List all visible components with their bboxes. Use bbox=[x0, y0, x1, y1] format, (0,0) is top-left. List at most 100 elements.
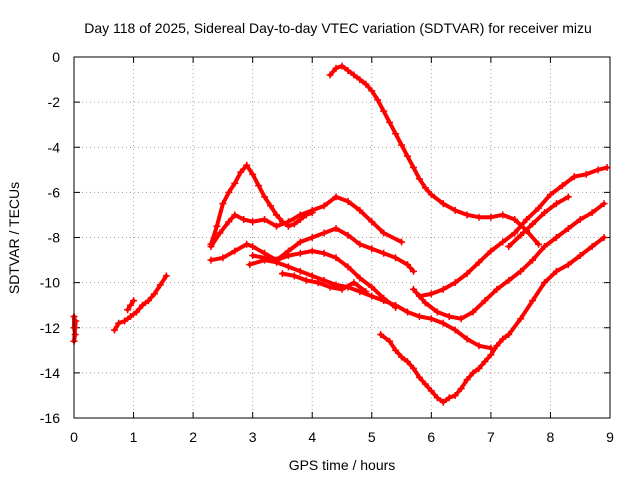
data-point bbox=[386, 337, 394, 345]
data-point bbox=[225, 188, 233, 196]
data-point bbox=[356, 206, 364, 214]
x-tick-label: 4 bbox=[308, 429, 316, 445]
data-point bbox=[207, 256, 215, 264]
data-point bbox=[320, 249, 328, 257]
data-point bbox=[213, 222, 221, 230]
data-point bbox=[594, 166, 602, 174]
data-point bbox=[469, 369, 477, 377]
data-point bbox=[246, 261, 254, 269]
data-point bbox=[374, 96, 382, 104]
data-point bbox=[243, 161, 251, 169]
data-point bbox=[427, 387, 435, 395]
data-point bbox=[439, 285, 447, 293]
data-point bbox=[302, 276, 310, 284]
data-point bbox=[588, 243, 596, 251]
data-point bbox=[249, 218, 257, 226]
data-point bbox=[380, 107, 388, 115]
x-tick-label: 9 bbox=[606, 429, 614, 445]
data-point bbox=[332, 193, 340, 201]
data-point bbox=[415, 373, 423, 381]
data-point bbox=[404, 358, 412, 366]
data-point bbox=[523, 215, 531, 223]
data-point bbox=[421, 184, 429, 192]
x-tick-labels: 0 1 2 3 4 5 6 7 8 9 bbox=[70, 429, 614, 445]
data-point bbox=[344, 231, 352, 239]
data-point bbox=[368, 245, 376, 253]
data-point bbox=[308, 234, 316, 241]
series-track-b bbox=[110, 272, 170, 334]
y-tick-label: -14 bbox=[40, 365, 60, 381]
data-point bbox=[433, 394, 441, 402]
data-point bbox=[409, 364, 417, 372]
data-point bbox=[240, 215, 248, 223]
data-point bbox=[398, 141, 406, 149]
y-tick-labels: 0 -2 -4 -6 -8 -10 -12 -14 -16 bbox=[40, 49, 60, 426]
data-point bbox=[487, 247, 495, 255]
series-line bbox=[280, 271, 368, 294]
data-point bbox=[72, 317, 80, 325]
data-point bbox=[421, 380, 429, 388]
series-track-f bbox=[207, 240, 400, 311]
chart-title: Day 118 of 2025, Sidereal Day-to-day VTE… bbox=[84, 20, 592, 36]
series-track-j bbox=[326, 62, 543, 248]
data-point bbox=[457, 315, 465, 323]
data-point bbox=[377, 331, 385, 339]
y-tick-label: -16 bbox=[40, 410, 60, 426]
data-point bbox=[392, 130, 400, 138]
data-point bbox=[127, 301, 135, 309]
x-tick-label: 2 bbox=[189, 429, 197, 445]
data-point bbox=[231, 179, 239, 187]
data-point bbox=[469, 308, 477, 316]
data-point bbox=[570, 173, 578, 181]
data-point bbox=[552, 267, 560, 275]
data-point bbox=[493, 342, 501, 350]
series-track-h bbox=[246, 256, 495, 352]
data-point bbox=[308, 272, 316, 280]
data-point bbox=[576, 252, 584, 260]
x-tick-label: 6 bbox=[427, 429, 435, 445]
data-point bbox=[517, 315, 525, 323]
data-point bbox=[320, 276, 328, 284]
data-point bbox=[463, 270, 471, 278]
data-point bbox=[332, 254, 340, 262]
data-point bbox=[219, 200, 227, 208]
data-point bbox=[320, 202, 328, 210]
y-tick-label: -4 bbox=[48, 139, 61, 155]
data-point bbox=[576, 215, 584, 223]
data-point bbox=[338, 285, 346, 293]
data-point bbox=[267, 202, 275, 210]
data-point bbox=[463, 335, 471, 343]
data-point bbox=[505, 331, 513, 339]
data-point bbox=[261, 215, 269, 223]
data-point bbox=[261, 193, 269, 201]
data-point bbox=[392, 254, 400, 262]
series-track-l bbox=[415, 164, 611, 300]
data-point bbox=[603, 164, 611, 172]
data-point bbox=[392, 301, 400, 309]
series-track-n bbox=[505, 193, 572, 251]
data-point bbox=[249, 243, 257, 251]
data-point bbox=[255, 182, 263, 190]
plot-frame bbox=[73, 56, 611, 419]
data-point bbox=[261, 256, 269, 264]
data-point bbox=[344, 197, 352, 205]
data-point bbox=[535, 204, 543, 212]
series-group bbox=[70, 62, 611, 406]
series-line bbox=[209, 163, 315, 247]
data-point bbox=[404, 152, 412, 160]
data-point bbox=[546, 191, 554, 199]
data-point bbox=[156, 281, 164, 289]
data-point bbox=[475, 342, 483, 350]
data-point bbox=[308, 206, 316, 214]
data-point bbox=[439, 319, 447, 327]
data-point bbox=[404, 261, 412, 269]
series-track-a bbox=[70, 312, 80, 345]
data-point bbox=[529, 256, 537, 264]
data-point bbox=[308, 247, 316, 255]
data-point bbox=[290, 272, 298, 280]
data-point bbox=[284, 247, 292, 255]
data-point bbox=[552, 200, 560, 208]
series-line bbox=[112, 273, 169, 332]
data-point bbox=[475, 364, 483, 372]
series-line bbox=[378, 235, 606, 405]
